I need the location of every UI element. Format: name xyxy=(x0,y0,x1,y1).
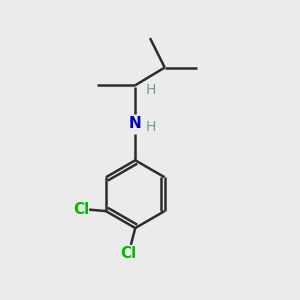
Text: Cl: Cl xyxy=(74,202,90,217)
Text: H: H xyxy=(146,120,156,134)
Text: H: H xyxy=(146,82,156,97)
Text: N: N xyxy=(129,116,142,131)
Text: Cl: Cl xyxy=(120,246,136,261)
